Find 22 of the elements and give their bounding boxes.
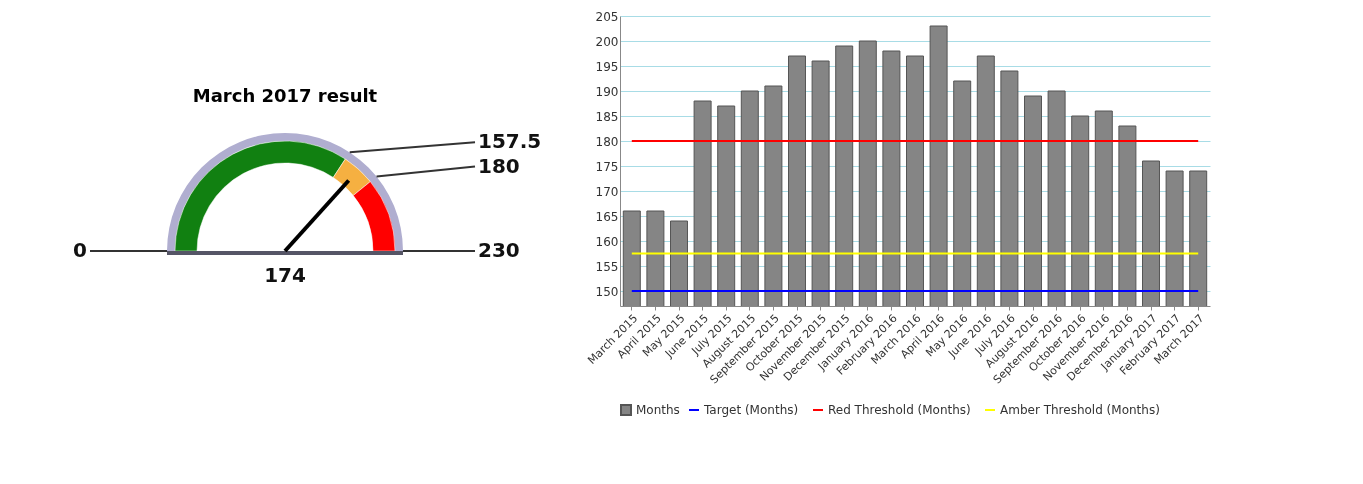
legend-label: Red Threshold (Months) xyxy=(828,403,971,417)
legend-label: Target (Months) xyxy=(703,403,799,417)
y-tick-label: 165 xyxy=(595,209,619,224)
y-tick-label: 205 xyxy=(595,9,619,24)
y-tick-label: 150 xyxy=(595,284,619,299)
y-tick-label: 195 xyxy=(595,59,619,74)
y-tick-label: 160 xyxy=(595,234,619,249)
text: 0 xyxy=(73,238,87,262)
y-tick-label: 180 xyxy=(595,134,619,149)
y-tick-label: 175 xyxy=(595,159,619,174)
legend-label: Months xyxy=(636,403,680,417)
y-tick-label: 170 xyxy=(595,184,619,199)
y-tick-label: 185 xyxy=(595,109,619,124)
slice-label: 230 xyxy=(478,238,520,262)
y-tick-label: 200 xyxy=(595,34,619,49)
text: 174 xyxy=(264,263,306,287)
y-tick-label: 155 xyxy=(595,259,619,274)
y-tick-label: 190 xyxy=(595,84,619,99)
chart-title: March 2017 result xyxy=(192,85,378,106)
slice-label: 180 xyxy=(478,153,520,178)
slice-label: 157.5 xyxy=(478,129,542,154)
legend-label: Amber Threshold (Months) xyxy=(1000,403,1160,417)
